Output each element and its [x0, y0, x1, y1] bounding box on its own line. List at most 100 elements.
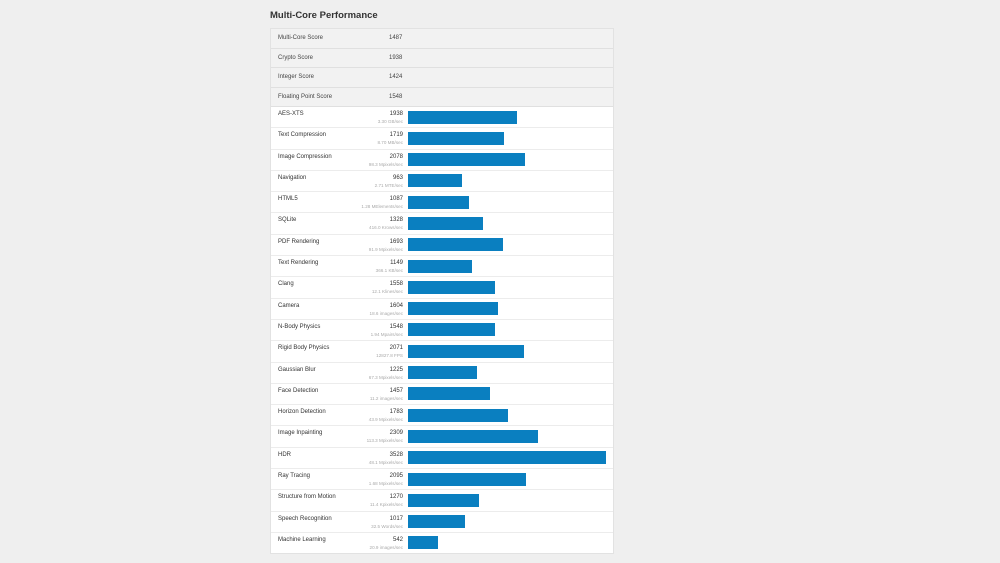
summary-row: Integer Score 1424	[271, 68, 613, 88]
score-bar	[408, 131, 505, 145]
benchmark-row: Clang 1558 12.1 Klines/sec	[271, 277, 613, 299]
benchmark-label: Face Detection	[278, 387, 319, 394]
results-table: Multi-Core Score 1487 Crypto Score 1938 Inte…	[270, 28, 614, 555]
benchmark-section: AES-XTS 1938 3.30 GB/sec Text Compression 17…	[271, 107, 613, 553]
benchmark-label: SQLite	[278, 217, 297, 224]
score-bar	[408, 536, 439, 550]
benchmark-rate: 98.3 Mpixels/sec	[368, 161, 403, 167]
benchmark-score: 1719	[389, 132, 403, 139]
summary-row: Multi-Core Score 1487	[271, 29, 613, 49]
summary-label: Floating Point Score	[278, 93, 333, 100]
benchmark-label: Navigation	[278, 174, 307, 181]
benchmark-label: Speech Recognition	[278, 515, 332, 522]
summary-section: Multi-Core Score 1487 Crypto Score 1938 Inte…	[271, 29, 613, 107]
benchmark-label: Image Compression	[278, 153, 332, 160]
score-bar	[408, 429, 538, 443]
benchmark-row: PDF Rendering 1693 91.9 Mpixels/sec	[271, 235, 613, 257]
score-bar	[408, 216, 483, 230]
score-bar	[408, 493, 480, 507]
score-bar	[408, 451, 606, 465]
benchmark-rate: 91.9 Mpixels/sec	[368, 246, 403, 252]
score-bar	[408, 323, 495, 337]
benchmark-score: 1270	[389, 494, 403, 501]
benchmark-score: 1558	[389, 281, 403, 288]
summary-label: Integer Score	[278, 74, 315, 80]
benchmark-rate: 1.68 Mpixels/sec	[368, 481, 403, 487]
benchmark-score: 2071	[389, 345, 403, 352]
benchmark-score: 1328	[389, 217, 403, 224]
benchmark-row: Horizon Detection 1783 43.9 Mpixels/sec	[271, 405, 613, 427]
summary-value: 1424	[389, 74, 403, 80]
summary-row: Floating Point Score 1548	[271, 87, 613, 107]
score-bar	[408, 280, 496, 294]
benchmark-rate: 8.70 MB/sec	[377, 140, 403, 146]
benchmark-score: 1149	[390, 260, 403, 267]
benchmark-rate: 32.5 Words/sec	[371, 523, 403, 529]
benchmark-score: 1225	[389, 366, 403, 373]
benchmark-row: Image Compression 2078 98.3 Mpixels/sec	[271, 150, 613, 171]
benchmark-label: HDR	[278, 451, 291, 458]
benchmark-rate: 11.2 images/sec	[369, 395, 403, 401]
benchmark-row: Navigation 963 2.71 MTE/sec	[271, 171, 613, 193]
benchmark-label: N-Body Physics	[278, 323, 321, 330]
benchmark-label: Horizon Detection	[278, 409, 326, 416]
benchmark-row: Text Rendering 1149 366.1 KB/sec	[271, 256, 613, 278]
benchmark-score: 1548	[389, 323, 403, 330]
score-bar	[408, 387, 490, 401]
page-title: Multi-Core Performance	[270, 10, 378, 21]
summary-label: Crypto Score	[278, 54, 314, 61]
summary-value: 1487	[389, 35, 403, 41]
benchmark-row: Text Compression 1719 8.70 MB/sec	[271, 128, 613, 150]
benchmark-label: Machine Learning	[278, 536, 326, 543]
benchmark-score: 1087	[389, 196, 403, 203]
benchmark-score: 542	[392, 536, 403, 543]
benchmark-row: Face Detection 1457 11.2 images/sec	[271, 384, 613, 406]
summary-value: 1938	[389, 54, 403, 61]
benchmark-label: HTML5	[278, 196, 298, 203]
benchmark-rate: 20.9 images/sec	[369, 544, 403, 550]
benchmark-rate: 67.3 Mpixels/sec	[368, 374, 403, 380]
benchmark-label: AES-XTS	[278, 111, 304, 117]
benchmark-rate: 12.1 Klines/sec	[371, 289, 403, 295]
benchmark-row: Camera 1604 18.6 images/sec	[271, 299, 613, 320]
score-bar	[408, 302, 499, 316]
benchmark-rate: 416.0 Krows/sec	[369, 225, 403, 231]
benchmark-score: 2095	[389, 473, 403, 480]
score-bar	[408, 153, 525, 167]
benchmark-score: 3528	[389, 451, 403, 458]
benchmark-rate: 11.4 Kpixels/sec	[369, 502, 403, 508]
benchmark-label: Image Inpainting	[278, 430, 323, 437]
benchmark-score: 1693	[389, 238, 403, 245]
summary-value: 1548	[389, 93, 403, 100]
benchmark-rate: 1.94 Mpairs/sec	[370, 331, 403, 337]
benchmark-row: SQLite 1328 416.0 Krows/sec	[271, 213, 613, 235]
benchmark-rate: 366.1 KB/sec	[375, 268, 403, 274]
benchmark-rate: 18.6 images/sec	[369, 310, 403, 316]
score-bar	[408, 472, 526, 486]
benchmark-rate: 1.28 MElements/sec	[361, 204, 403, 210]
benchmark-label: Structure from Motion	[278, 494, 336, 501]
benchmark-score: 1457	[389, 387, 403, 394]
score-bar	[408, 515, 466, 529]
benchmark-row: Structure from Motion 1270 11.4 Kpixels/se…	[271, 490, 613, 512]
benchmark-row: Speech Recognition 1017 32.5 Words/sec	[271, 512, 613, 533]
benchmark-score: 1938	[389, 111, 403, 117]
benchmark-label: Gaussian Blur	[278, 366, 316, 373]
benchmark-score: 1604	[389, 302, 403, 309]
benchmark-row: AES-XTS 1938 3.30 GB/sec	[271, 107, 613, 129]
score-bar	[408, 238, 503, 252]
benchmark-label: Camera	[278, 302, 300, 309]
score-bar	[408, 174, 463, 188]
benchmark-score: 2078	[389, 153, 403, 160]
score-bar	[408, 259, 473, 273]
benchmark-row: Ray Tracing 2095 1.68 Mpixels/sec	[271, 469, 613, 491]
benchmark-score: 1783	[389, 409, 403, 416]
benchmark-rate: 3.30 GB/sec	[377, 119, 403, 124]
benchmark-score: 2309	[389, 430, 403, 437]
benchmark-rate: 113.3 Mpixels/sec	[366, 438, 403, 444]
benchmark-score: 1017	[389, 515, 403, 522]
summary-row: Crypto Score 1938	[271, 48, 613, 68]
benchmark-row: N-Body Physics 1548 1.94 Mpairs/sec	[271, 320, 613, 342]
score-bar	[408, 195, 469, 209]
benchmark-rate: 12827.8 FPS	[376, 353, 403, 359]
